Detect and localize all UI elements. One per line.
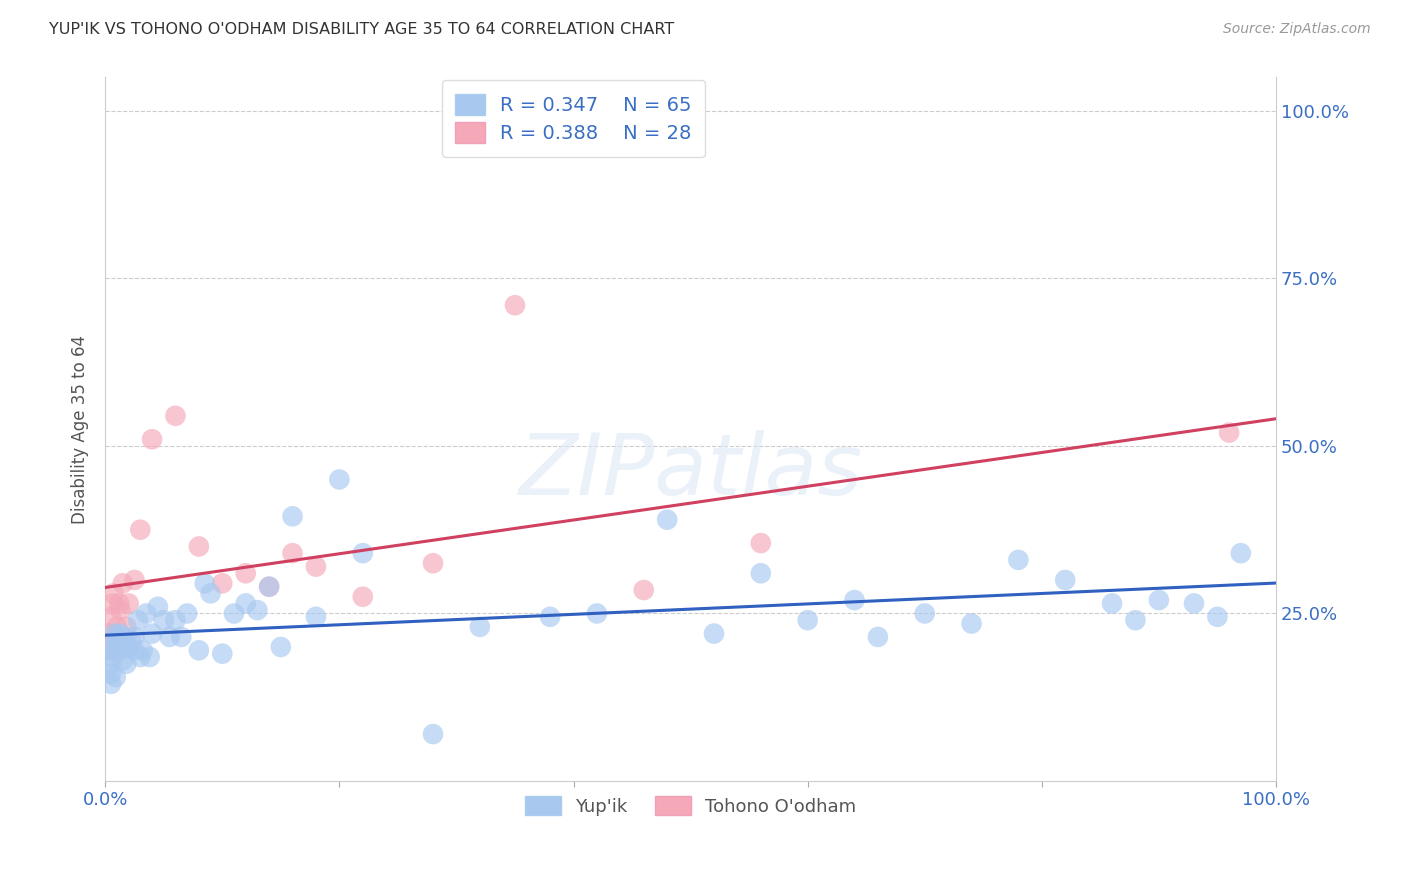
Point: [146, 599, 169, 614]
Point: [866, 630, 889, 644]
Y-axis label: Disability Age 35 to 64: Disability Age 35 to 64: [72, 334, 89, 524]
Point: [352, 590, 374, 604]
Point: [110, 626, 132, 640]
Point: [657, 513, 679, 527]
Point: [960, 616, 983, 631]
Point: [586, 607, 609, 621]
Text: ZIPatlas: ZIPatlas: [519, 430, 863, 513]
Text: YUP'IK VS TOHONO O'ODHAM DISABILITY AGE 35 TO 64 CORRELATION CHART: YUP'IK VS TOHONO O'ODHAM DISABILITY AGE …: [49, 22, 675, 37]
Point: [305, 610, 328, 624]
Point: [270, 640, 292, 654]
Point: [110, 603, 132, 617]
Point: [120, 633, 142, 648]
Point: [124, 573, 146, 587]
Point: [100, 643, 122, 657]
Point: [305, 559, 328, 574]
Point: [100, 643, 122, 657]
Point: [114, 630, 136, 644]
Point: [187, 643, 209, 657]
Point: [117, 596, 139, 610]
Point: [152, 613, 174, 627]
Point: [503, 298, 526, 312]
Point: [124, 643, 146, 657]
Point: [281, 546, 304, 560]
Point: [115, 657, 138, 671]
Point: [115, 620, 138, 634]
Point: [101, 596, 124, 610]
Point: [108, 643, 131, 657]
Point: [281, 509, 304, 524]
Point: [100, 677, 122, 691]
Point: [703, 626, 725, 640]
Point: [187, 540, 209, 554]
Point: [103, 640, 125, 654]
Point: [129, 523, 152, 537]
Point: [257, 580, 280, 594]
Point: [176, 607, 198, 621]
Point: [796, 613, 818, 627]
Point: [422, 556, 444, 570]
Point: [165, 613, 187, 627]
Point: [200, 586, 222, 600]
Point: [1101, 596, 1123, 610]
Point: [105, 637, 128, 651]
Point: [1054, 573, 1077, 587]
Point: [111, 640, 134, 654]
Point: [105, 630, 128, 644]
Point: [159, 630, 181, 644]
Point: [844, 593, 866, 607]
Point: [124, 630, 146, 644]
Point: [1206, 610, 1229, 624]
Point: [141, 432, 163, 446]
Point: [352, 546, 374, 560]
Point: [138, 650, 160, 665]
Point: [246, 603, 269, 617]
Point: [1182, 596, 1205, 610]
Point: [222, 607, 245, 621]
Point: [1007, 553, 1029, 567]
Point: [749, 536, 772, 550]
Point: [100, 657, 122, 671]
Legend: Yup'ik, Tohono O'odham: Yup'ik, Tohono O'odham: [516, 788, 866, 825]
Point: [100, 650, 122, 665]
Point: [211, 647, 233, 661]
Point: [111, 653, 134, 667]
Point: [328, 473, 350, 487]
Point: [422, 727, 444, 741]
Point: [235, 566, 257, 581]
Point: [468, 620, 491, 634]
Point: [103, 586, 125, 600]
Point: [1125, 613, 1147, 627]
Point: [127, 613, 149, 627]
Point: [194, 576, 217, 591]
Point: [108, 596, 131, 610]
Point: [170, 630, 193, 644]
Point: [111, 576, 134, 591]
Point: [103, 630, 125, 644]
Point: [135, 607, 157, 621]
Point: [100, 610, 122, 624]
Point: [538, 610, 561, 624]
Point: [257, 580, 280, 594]
Point: [235, 596, 257, 610]
Point: [1218, 425, 1240, 440]
Point: [914, 607, 936, 621]
Point: [131, 643, 153, 657]
Point: [1230, 546, 1253, 560]
Point: [141, 626, 163, 640]
Point: [103, 626, 125, 640]
Point: [165, 409, 187, 423]
Point: [1147, 593, 1170, 607]
Point: [100, 666, 122, 681]
Point: [211, 576, 233, 591]
Point: [117, 640, 139, 654]
Point: [633, 582, 655, 597]
Point: [97, 626, 120, 640]
Text: Source: ZipAtlas.com: Source: ZipAtlas.com: [1223, 22, 1371, 37]
Point: [104, 670, 127, 684]
Point: [105, 620, 128, 634]
Point: [749, 566, 772, 581]
Point: [129, 650, 152, 665]
